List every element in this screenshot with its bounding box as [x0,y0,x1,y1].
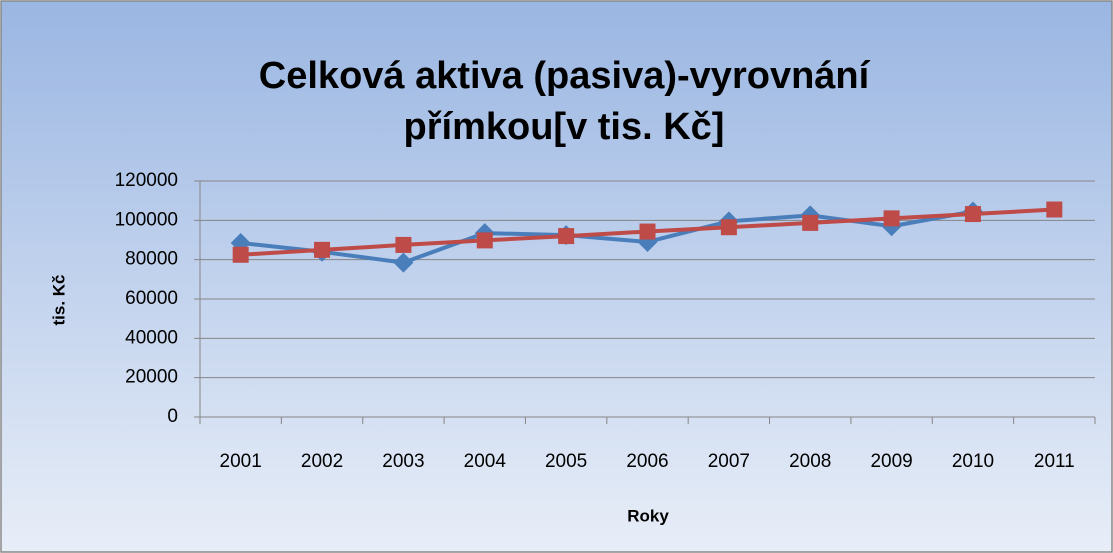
y-tick-label: 100000 [115,209,178,230]
x-tick-label: 2011 [1034,451,1075,472]
marker [395,236,412,253]
marker [476,232,493,249]
y-tick-label: 40000 [125,327,178,348]
marker [1046,201,1063,218]
marker [964,206,981,223]
y-tick-label: 60000 [125,288,178,309]
x-tick-label: 2004 [464,451,507,472]
chart-subtitle: přímkou[v tis. Kč] [404,106,725,148]
marker [393,252,414,273]
marker [314,241,331,258]
x-tick-label: 2006 [626,451,668,472]
x-tick-label: 2009 [870,451,912,472]
x-tick-label: 2005 [545,451,587,472]
x-tick-label: 2002 [301,451,343,472]
marker [720,219,737,236]
x-tick-label: 2001 [220,451,262,472]
y-axis-label: tis. Kč [49,274,68,325]
x-tick-label: 2008 [789,451,831,472]
y-tick-label: 120000 [115,170,178,191]
marker [883,210,900,227]
y-tick-label: 20000 [125,367,178,388]
x-tick-label: 2010 [952,451,994,472]
chart-title: Celková aktiva (pasiva)-vyrovnání [259,55,871,97]
marker [639,223,656,240]
marker [558,228,575,245]
x-axis-label: Roky [627,506,669,525]
marker [232,246,249,263]
x-tick-label: 2007 [708,451,750,472]
x-tick-label: 2003 [382,451,424,472]
y-tick-label: 0 [167,406,178,427]
marker [802,214,819,231]
y-tick-label: 80000 [125,249,178,270]
